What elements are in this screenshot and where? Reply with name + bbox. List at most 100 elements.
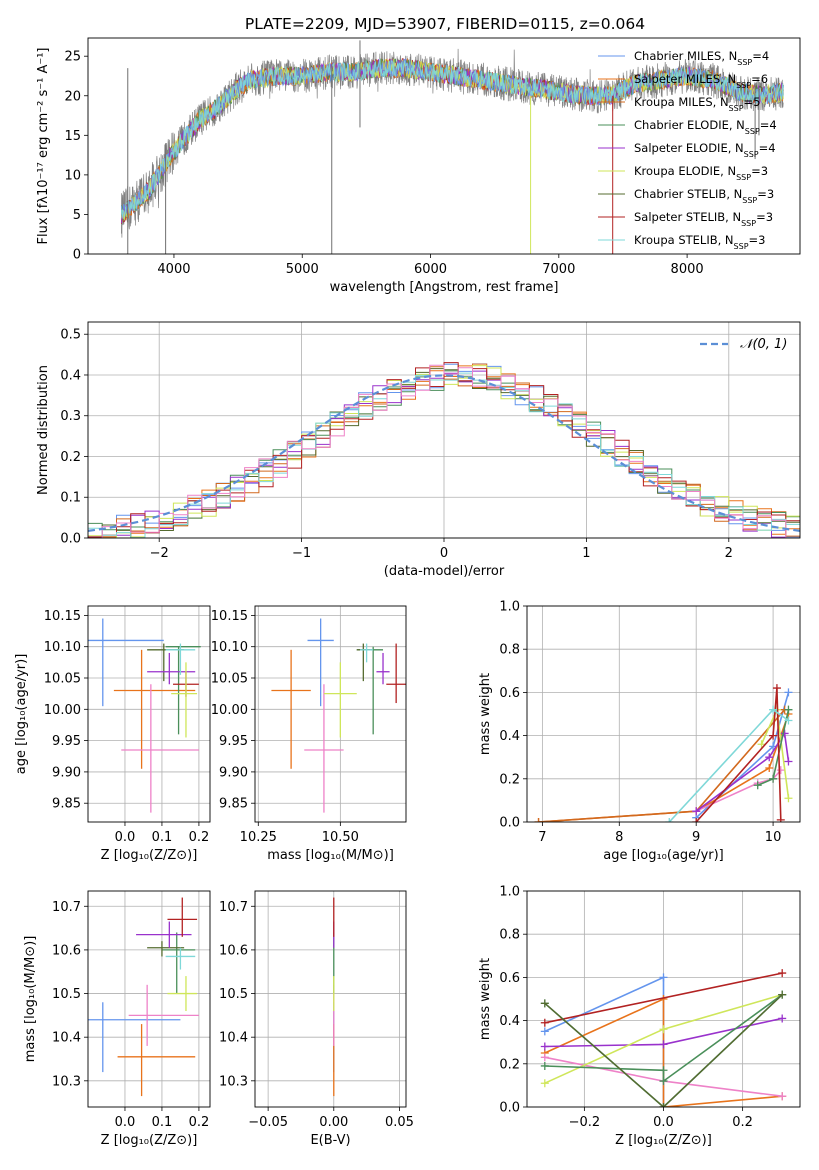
mass-vs-Z-xtick-label: 0.1 xyxy=(152,1115,173,1130)
weight-vs-Z-series-marker xyxy=(659,1103,668,1107)
weight-vs-Z-axes: −0.2 0.0 0.2 0.0 0.2 0.4 0.6 0.8 1.0 Z [log₁₀(Z/Z… xyxy=(478,885,801,1148)
weight-vs-age-xlabel: age [log₁₀(age/yr)] xyxy=(603,848,724,863)
weight-vs-Z-ytick-label: 0.6 xyxy=(499,971,520,986)
age-vs-Z-xtick-label: 0.0 xyxy=(115,830,136,845)
weight-vs-age-xtick-label: 7 xyxy=(538,830,546,845)
age-vs-Z-ytick-label: 10.15 xyxy=(44,609,81,624)
spectrum-legend-suffix: =3 xyxy=(749,233,766,247)
weight-vs-Z-series-line xyxy=(544,972,783,1024)
weight-vs-age-xtick-label: 10 xyxy=(765,830,782,845)
weight-vs-Z-xtick-label: 0.0 xyxy=(653,1115,674,1130)
weight-vs-age-series-marker xyxy=(784,794,793,803)
spectrum-legend-label: Chabrier ELODIE, NSSP=4 xyxy=(634,118,777,136)
age-vs-mass-plot-area xyxy=(271,618,406,813)
residuals-gaussian-curve xyxy=(88,374,800,532)
residuals-ytick-label: 0.5 xyxy=(60,328,81,343)
residuals-histogram xyxy=(88,364,800,538)
weight-vs-Z-xtick-label: −0.2 xyxy=(569,1115,601,1130)
mass-vs-EBV-ytick-label: 10.7 xyxy=(219,900,248,915)
weight-vs-Z-series-marker xyxy=(540,999,549,1008)
spectrum-legend-suffix: =4 xyxy=(759,141,776,155)
weight-vs-age-xtick-label: 9 xyxy=(692,830,700,845)
weight-vs-Z-xtick-label: 0.2 xyxy=(732,1115,753,1130)
mass-vs-Z-xtick-label: 0.2 xyxy=(189,1115,210,1130)
age-vs-mass-ytick-label: 9.95 xyxy=(219,734,248,749)
mass-vs-EBV-ytick-label: 10.5 xyxy=(219,987,248,1002)
age-vs-mass-ytick-label: 10.10 xyxy=(211,640,248,655)
weight-vs-age-series-line xyxy=(538,713,790,822)
age-vs-Z-ytick-label: 10.10 xyxy=(44,640,81,655)
mass-vs-Z-ytick-label: 10.5 xyxy=(52,987,81,1002)
age-vs-mass-xtick-label: 10.50 xyxy=(322,830,359,845)
spectrum-xtick-label: 8000 xyxy=(671,262,704,277)
residuals-xtick-label: −1 xyxy=(292,546,311,561)
age-vs-mass-xlabel: mass [log₁₀(M/M⊙)] xyxy=(267,848,394,863)
mass-vs-EBV-ytick-label: 10.6 xyxy=(219,943,248,958)
weight-vs-age-series-marker xyxy=(772,684,781,693)
spectrum-legend-sub: SSP xyxy=(736,81,751,90)
weight-vs-Z-series-marker xyxy=(540,1027,549,1036)
residuals-ytick-label: 0.4 xyxy=(60,368,81,383)
mass-vs-Z-plot-area xyxy=(88,897,199,1097)
weight-vs-age-series-marker xyxy=(784,688,793,697)
spectrum-legend-sub: SSP xyxy=(741,219,756,228)
weight-vs-age-ytick-label: 0.2 xyxy=(499,772,520,787)
spectrum-xtick-label: 4000 xyxy=(157,262,190,277)
age-vs-mass-axes: 10.25 10.50 9.85 9.90 9.95 10.00 10.05 10.10 10.… xyxy=(211,605,407,863)
age-vs-Z-ytick-label: 9.90 xyxy=(52,765,81,780)
weight-vs-age-series-marker xyxy=(769,774,778,783)
mass-vs-Z-ytick-label: 10.4 xyxy=(52,1031,81,1046)
weight-vs-age-frame xyxy=(526,605,801,823)
weight-vs-Z-series-marker xyxy=(540,1061,549,1070)
mass-vs-Z-xlabel: Z [log₁₀(Z/Z⊙)] xyxy=(101,1133,198,1148)
weight-vs-age-series-marker xyxy=(776,815,785,822)
weight-vs-Z-series-marker xyxy=(659,1077,668,1086)
weight-vs-age-series-marker xyxy=(784,716,793,725)
weight-vs-age-series-marker xyxy=(769,731,778,740)
residuals-xlabel: (data-model)/error xyxy=(384,564,505,579)
residuals-histogram xyxy=(88,372,800,538)
weight-vs-Z-series-marker xyxy=(778,990,787,999)
weight-vs-Z-series-marker xyxy=(659,1066,668,1075)
mass-vs-Z-axes: 0.0 0.1 0.2 10.3 10.4 10.5 10.6 10.7 Z [log₁₀(Z/… xyxy=(23,890,211,1148)
age-vs-mass-xtick-label: 10.25 xyxy=(240,830,277,845)
mass-vs-Z-ytick-label: 10.3 xyxy=(52,1074,81,1089)
spectrum-axes: 4000 5000 6000 7000 8000 0 5 10 15 20 25 wavelength… xyxy=(36,37,801,295)
spectrum-legend-label: Chabrier STELIB, NSSP=3 xyxy=(634,187,774,205)
spectrum-legend-label: Salpeter ELODIE, NSSP=4 xyxy=(634,141,776,159)
weight-vs-Z-series-marker xyxy=(540,1053,549,1062)
weight-vs-age-axes: 7 8 9 10 0.0 0.2 0.4 0.6 0.8 1.0 age [log₁₀(age/yr… xyxy=(478,600,801,863)
spectrum-legend-sub: SSP xyxy=(736,173,751,182)
spectrum-legend-sub: SSP xyxy=(734,242,749,251)
mass-vs-EBV-axes: −0.05 0.00 0.05 10.3 10.4 10.5 10.6 10.7 E(B-V) xyxy=(219,890,414,1148)
spectrum-xtick-label: 5000 xyxy=(286,262,319,277)
age-vs-mass-ytick-label: 10.15 xyxy=(211,609,248,624)
spectrum-legend-sub: SSP xyxy=(737,58,752,67)
spectrum-legend-label: Kroupa STELIB, NSSP=3 xyxy=(634,233,765,251)
weight-vs-Z-series-marker xyxy=(778,969,787,978)
age-vs-mass-ytick-label: 10.05 xyxy=(211,672,248,687)
weight-vs-Z-series-marker xyxy=(659,973,668,982)
age-vs-mass-frame xyxy=(254,605,407,823)
age-vs-Z-ytick-label: 10.05 xyxy=(44,672,81,687)
weight-vs-age-series-line xyxy=(538,709,786,822)
weight-vs-Z-plot-area xyxy=(540,969,787,1107)
spectrum-legend-label: Chabrier MILES, NSSP=4 xyxy=(634,49,769,67)
weight-vs-Z-ytick-label: 1.0 xyxy=(499,885,520,900)
residuals-xtick-label: −2 xyxy=(150,546,169,561)
age-vs-mass-ytick-label: 9.90 xyxy=(219,765,248,780)
mass-vs-EBV-xtick-label: 0.05 xyxy=(385,1115,414,1130)
weight-vs-age-series-marker xyxy=(692,818,701,822)
mass-vs-EBV-xtick-label: −0.05 xyxy=(248,1115,288,1130)
weight-vs-age-ytick-label: 0.8 xyxy=(499,643,520,658)
residuals-xtick-label: 2 xyxy=(725,546,733,561)
weight-vs-age-ytick-label: 0.4 xyxy=(499,729,520,744)
residuals-xtick-label: 1 xyxy=(582,546,590,561)
weight-vs-age-ytick-label: 0.0 xyxy=(499,816,520,831)
spectrum-ytick-label: 15 xyxy=(64,129,81,144)
weight-vs-age-plot-area xyxy=(534,684,793,822)
spectrum-legend-suffix: =4 xyxy=(760,118,777,132)
mass-vs-Z-xtick-label: 0.0 xyxy=(115,1115,136,1130)
mass-vs-Z-ylabel: mass [log₁₀(M/M⊙)] xyxy=(23,936,38,1063)
